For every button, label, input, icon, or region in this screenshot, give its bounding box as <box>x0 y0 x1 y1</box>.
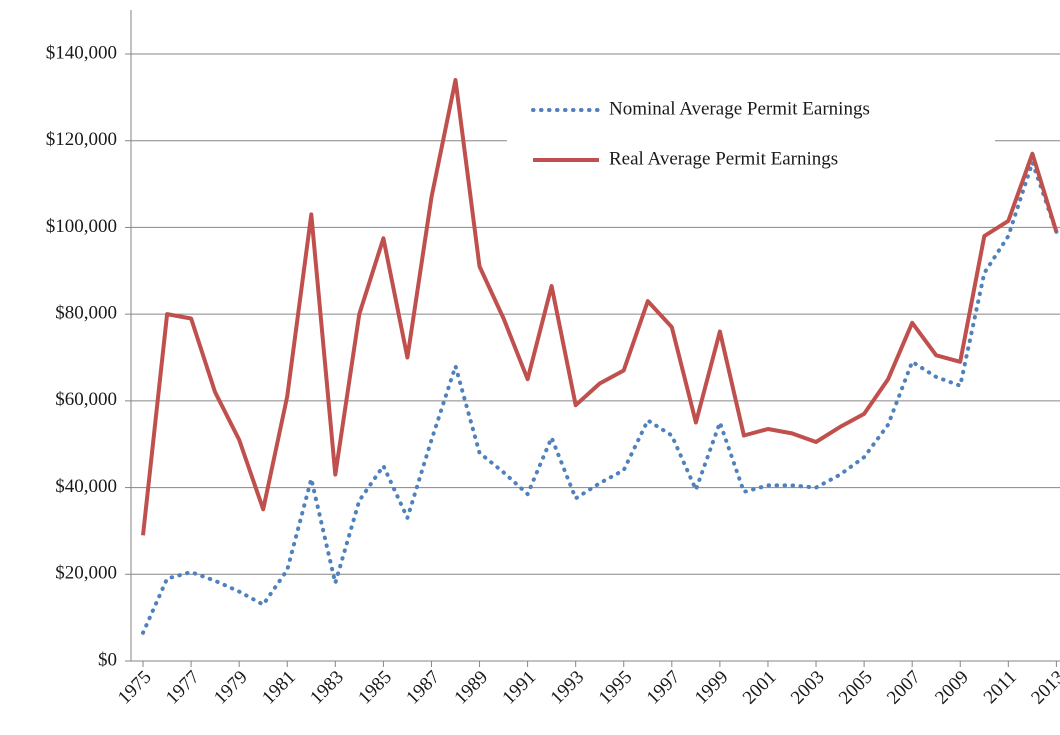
x-tick-label: 1993 <box>547 667 589 709</box>
y-tick-label: $100,000 <box>46 216 117 237</box>
y-tick-label: $0 <box>98 649 117 670</box>
series-line <box>141 78 1059 536</box>
x-tick-label: 2009 <box>931 667 973 709</box>
x-tick-label: 1987 <box>402 667 444 709</box>
y-tick-label: $120,000 <box>46 129 117 150</box>
legend-label: Nominal Average Permit Earnings <box>609 98 870 119</box>
x-tick-label: 1981 <box>258 667 300 709</box>
legend-label: Real Average Permit Earnings <box>609 148 838 169</box>
x-tick-label: 2001 <box>739 667 781 709</box>
x-tick-label: 1995 <box>595 667 637 709</box>
x-tick-label: 1977 <box>162 667 204 709</box>
y-tick-label: $40,000 <box>55 476 117 497</box>
x-tick-label: 2013 <box>1027 667 1060 709</box>
x-tick-label: 1989 <box>450 667 492 709</box>
y-tick-label: $80,000 <box>55 303 117 324</box>
x-tick-label: 2007 <box>883 667 925 709</box>
x-tick-label: 1979 <box>210 667 252 709</box>
x-tick-label: 1983 <box>306 667 348 709</box>
y-tick-label: $20,000 <box>55 563 117 584</box>
y-tick-label: $60,000 <box>55 389 117 410</box>
x-tick-label: 2003 <box>787 667 829 709</box>
x-tick-label: 1997 <box>643 667 685 709</box>
series-line <box>141 160 1059 635</box>
x-tick-label: 2005 <box>835 667 877 709</box>
x-tick-label: 2011 <box>980 667 1021 708</box>
x-tick-label: 1991 <box>498 667 540 709</box>
x-tick-label: 1999 <box>691 667 733 709</box>
x-tick-label: 1975 <box>114 667 156 709</box>
y-tick-label: $140,000 <box>46 42 117 63</box>
x-tick-label: 1985 <box>354 667 396 709</box>
